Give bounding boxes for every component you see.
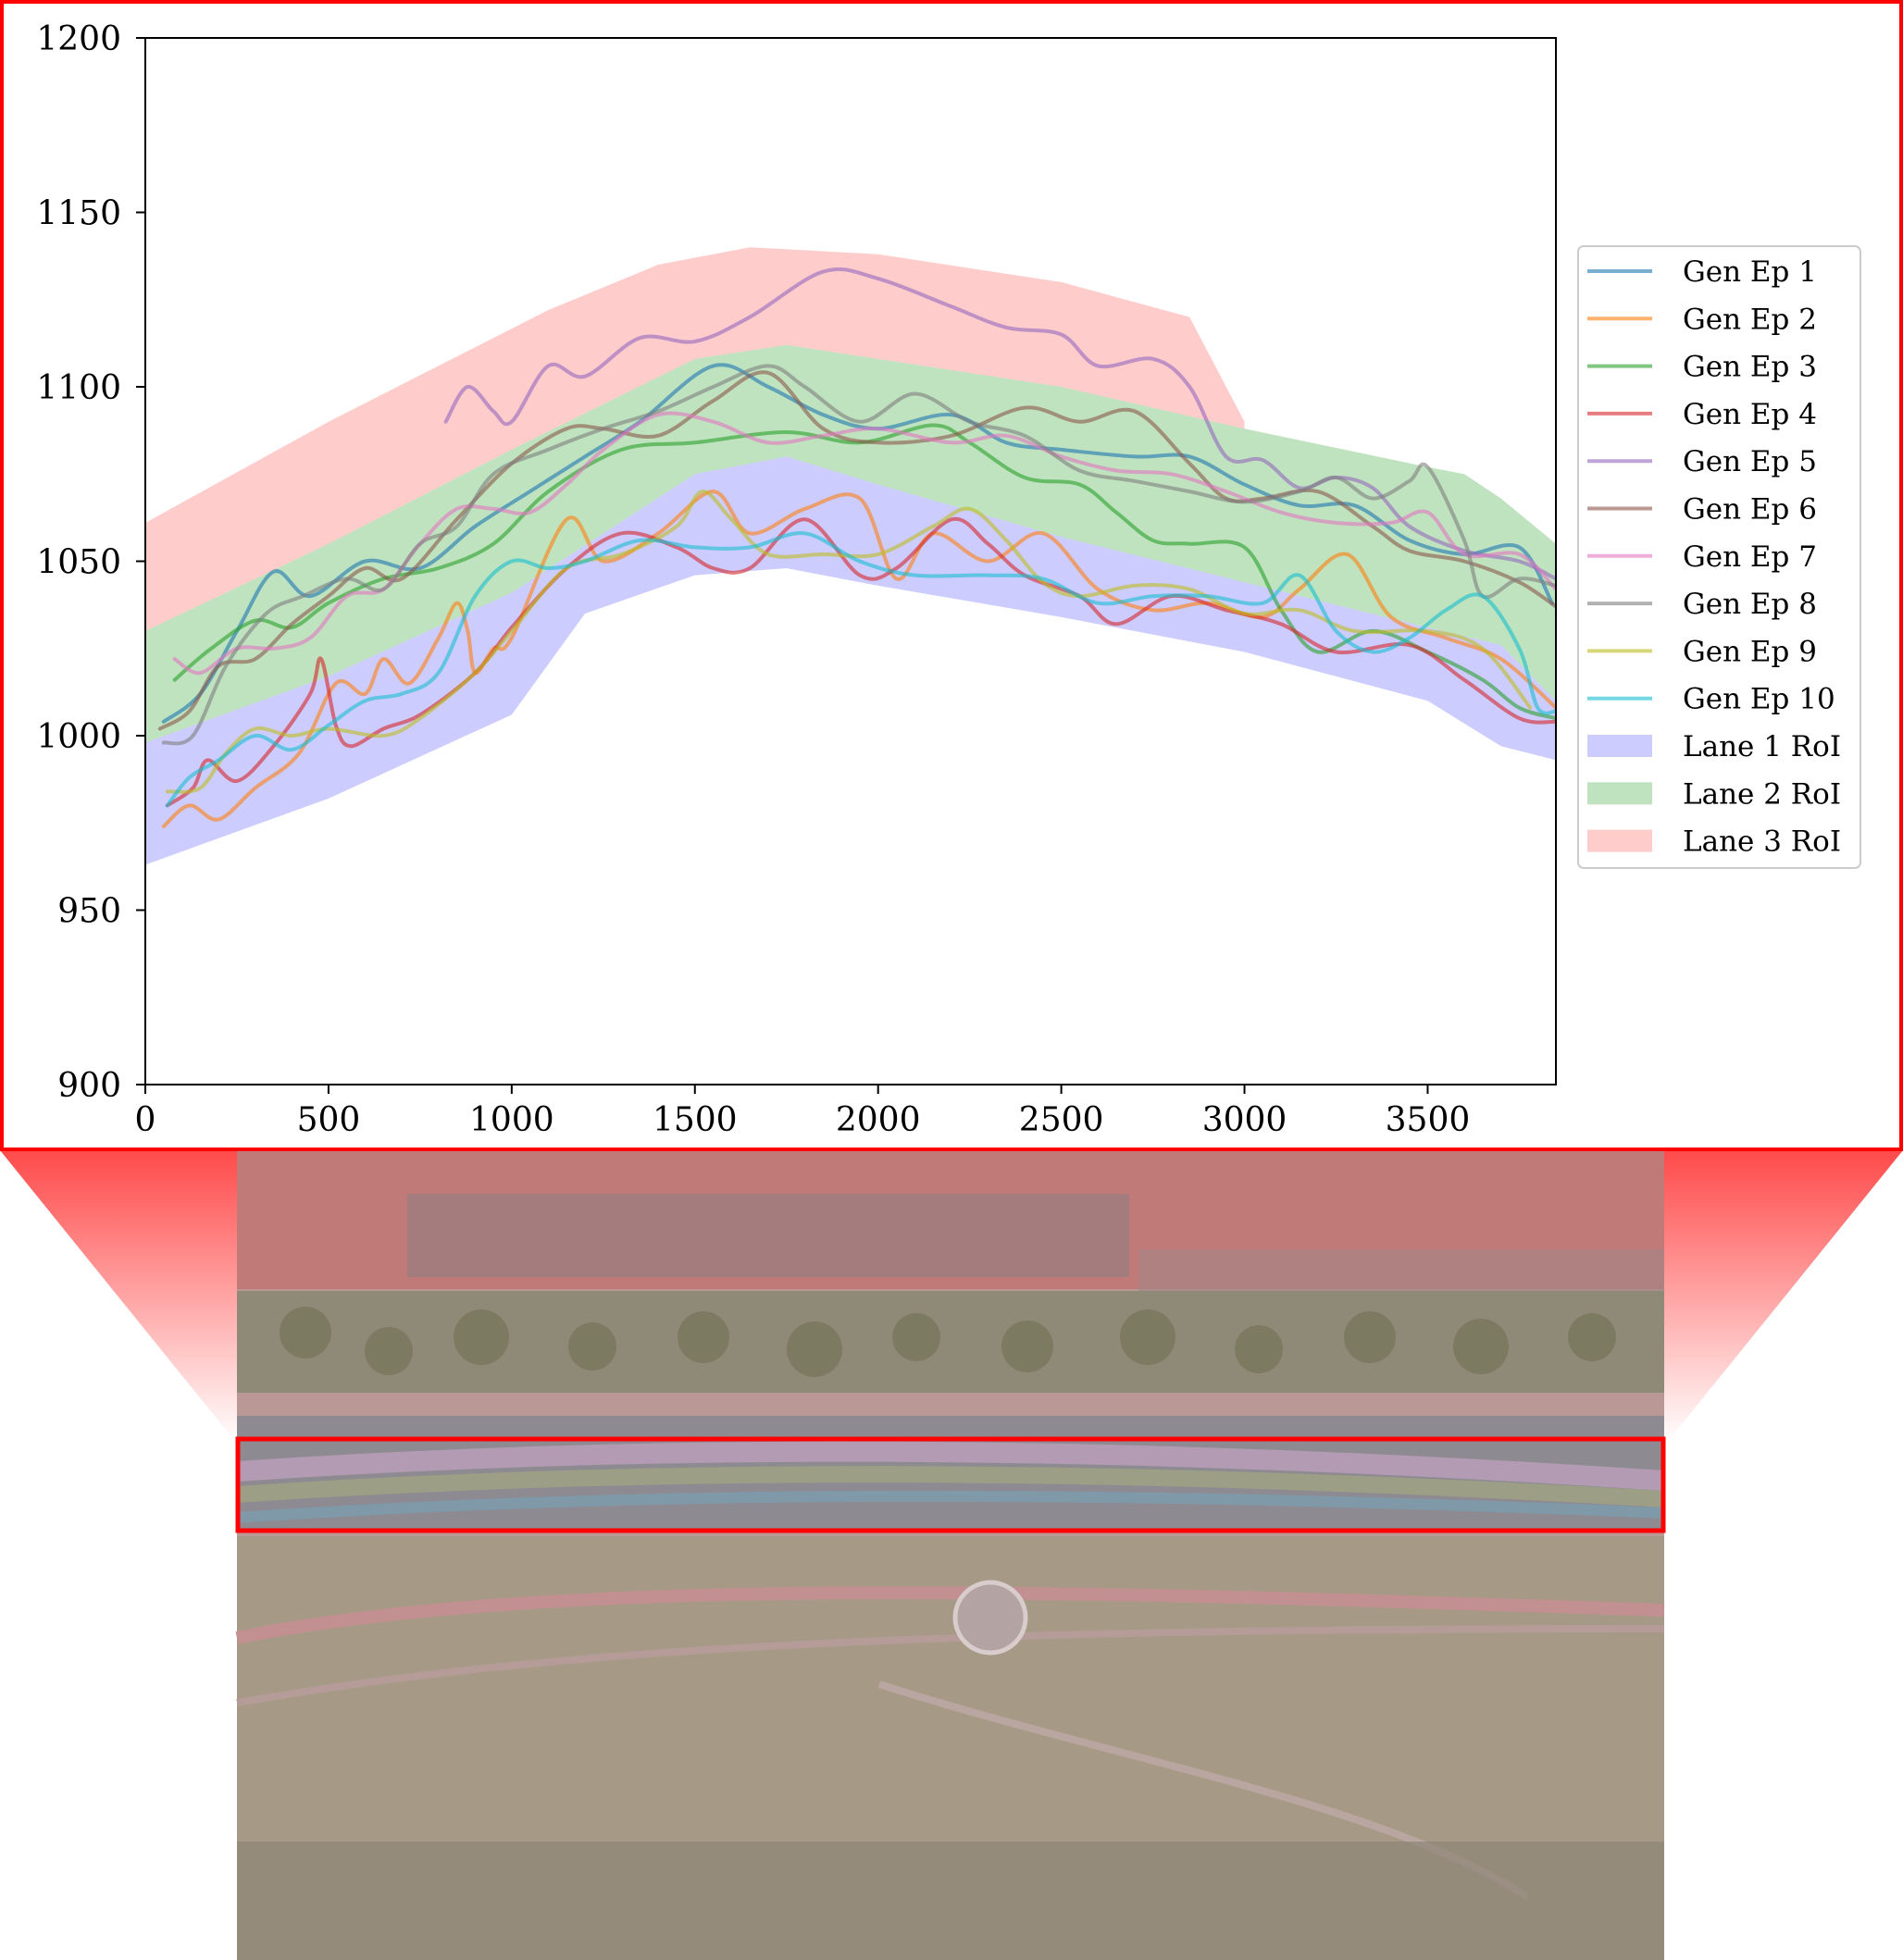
x-tick-label: 0 [135, 1101, 156, 1139]
series-line-ep-7 [172, 411, 1556, 676]
legend-label: Lane 3 RoI [1683, 825, 1841, 859]
legend-label: Gen Ep 4 [1683, 398, 1817, 431]
x-tick-label: 1000 [469, 1101, 554, 1139]
legend-swatch [1587, 829, 1652, 852]
y-tick-label: 1100 [36, 369, 121, 407]
parking-lot [407, 1194, 1129, 1277]
legend-label: Gen Ep 7 [1683, 540, 1817, 574]
legend-label: Lane 1 RoI [1683, 730, 1841, 763]
x-tick-label: 2500 [1019, 1101, 1104, 1139]
series-line-ep-8 [161, 364, 1556, 746]
series-line-ep-3 [172, 423, 1556, 721]
series-line-ep-1 [161, 363, 1554, 724]
x-tick-label: 500 [297, 1101, 361, 1139]
region-lane-2 [145, 344, 1556, 743]
legend-swatch [1587, 735, 1652, 757]
y-tick-label: 1050 [36, 544, 121, 582]
series-line-ep-5 [443, 267, 1556, 581]
x-tick-label: 3500 [1386, 1101, 1471, 1139]
highlight-box [235, 1436, 1666, 1533]
tree-band [237, 1291, 1664, 1393]
legend-box [1577, 245, 1861, 869]
series-line-ep-9 [165, 490, 1533, 794]
legend-label: Gen Ep 1 [1683, 255, 1817, 289]
axes: 0 500 1000 1500 2000 2500 3000 3500 900 950 1000 10… [36, 20, 1470, 1139]
legend-label: Gen Ep 6 [1683, 493, 1817, 527]
series-line-ep-2 [161, 490, 1556, 828]
aerial-photo [235, 1150, 1666, 1960]
legend-label: Gen Ep 10 [1683, 683, 1835, 716]
y-tick-label: 1000 [36, 718, 121, 756]
legend-label: Lane 2 RoI [1683, 777, 1841, 811]
region-lane-3 [145, 247, 1245, 631]
trajectory-lines [157, 267, 1556, 828]
legend-label: Gen Ep 5 [1683, 445, 1817, 478]
legend-label: Gen Ep 2 [1683, 303, 1817, 336]
y-tick-label: 900 [57, 1067, 121, 1105]
y-tick-label: 1200 [36, 20, 121, 58]
series-line-ep-10 [165, 531, 1556, 808]
plaza [952, 1580, 1028, 1656]
legend: Gen Ep 1 Gen Ep 2 Gen Ep 3 Gen Ep 4 Gen Ep 5… [1577, 245, 1861, 869]
legend-label: Gen Ep 3 [1683, 351, 1817, 384]
legend-swatch [1587, 782, 1652, 805]
x-tick-label: 2000 [836, 1101, 921, 1139]
series-line-ep-4 [165, 516, 1556, 808]
legend-label: Gen Ep 9 [1683, 635, 1817, 668]
x-tick-label: 1500 [653, 1101, 738, 1139]
x-tick-label: 3000 [1202, 1101, 1287, 1139]
legend-label: Gen Ep 8 [1683, 588, 1817, 621]
y-tick-label: 950 [57, 893, 121, 931]
series-line-ep-6 [157, 370, 1556, 731]
y-tick-label: 1150 [36, 195, 121, 233]
